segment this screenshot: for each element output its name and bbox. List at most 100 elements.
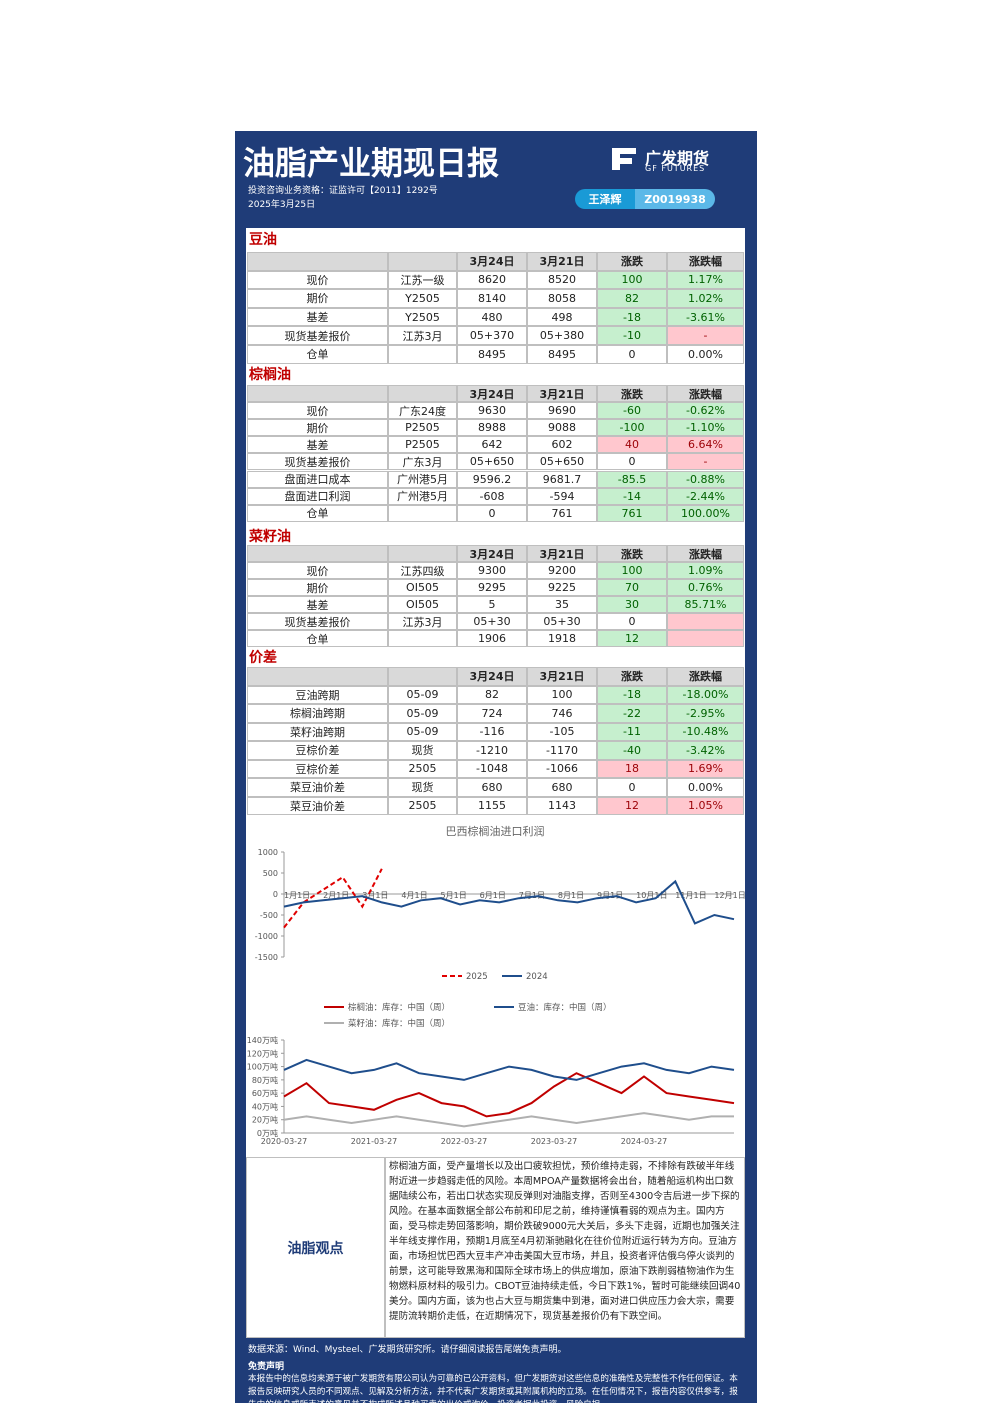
table-cell: -100 [597, 419, 667, 437]
header-cell: 涨跌 [597, 385, 667, 403]
section-title: 棕榈油 [249, 367, 291, 383]
header-cell: 涨跌 [597, 667, 667, 686]
header-cell: 3月21日 [527, 545, 597, 562]
table-cell: 基差 [247, 596, 388, 613]
table-cell: -10 [597, 326, 667, 345]
disclaimer-title: 免责声明 [248, 1362, 285, 1372]
header-cell [388, 385, 457, 403]
table-cell: 05+370 [457, 326, 527, 345]
header-cell [247, 545, 388, 562]
table-cell: 1906 [457, 630, 527, 647]
table-cell: 广州港5月 [388, 487, 457, 505]
table-cell: 期价 [247, 289, 388, 308]
table-cell: OI505 [388, 596, 457, 613]
logo-cn: 广发期货 [645, 149, 710, 168]
table-cell: 基差 [247, 436, 388, 454]
table-cell: 菜籽油跨期 [247, 722, 388, 741]
header-cell [388, 252, 457, 271]
view-label: 油脂观点 [246, 1157, 385, 1338]
table-cell: 761 [527, 504, 597, 522]
y-tick-label: -1500 [255, 953, 278, 962]
y-tick-label: 100万吨 [247, 1062, 278, 1072]
table-cell: 8620 [457, 270, 527, 290]
x-tick-label: 2021-03-27 [351, 1137, 398, 1146]
table-cell: -3.42% [667, 741, 744, 760]
x-tick-label: 2023-03-27 [531, 1137, 578, 1146]
table-cell: 1.69% [667, 759, 744, 778]
table-cell: 05+380 [527, 326, 597, 345]
table-cell: -11 [597, 722, 667, 741]
header-cell: 3月24日 [457, 545, 527, 562]
table-cell: 82 [597, 289, 667, 308]
table-cell: 0 [597, 453, 667, 471]
series-line [283, 1072, 735, 1118]
table-cell: 菜豆油价差 [247, 778, 388, 797]
table-cell: 现货基差报价 [247, 613, 388, 630]
header-cell: 涨跌 [597, 252, 667, 271]
header-cell: 3月21日 [527, 667, 597, 686]
table-cell: -594 [527, 487, 597, 505]
disclaimer-text: 本报告中的信息均来源于被广发期货有限公司认为可靠的已公开资料，但广发期货对这些信… [248, 1374, 738, 1403]
table-cell: 70 [597, 579, 667, 596]
table-cell: 仓单 [247, 345, 388, 364]
x-tick-label: 4月1日 [401, 891, 427, 900]
series-line [283, 879, 735, 925]
source: 数据来源：Wind、Mysteel、广发期货研究所。请仔细阅读报告尾端免责声明。 [248, 1345, 567, 1355]
table-cell: 现货 [388, 741, 457, 760]
table-cell: -18 [597, 307, 667, 327]
header-cell: 3月24日 [457, 385, 527, 403]
table-cell: 05+30 [527, 613, 597, 630]
table-cell: 8058 [527, 289, 597, 308]
x-tick-label: 5月1日 [441, 891, 467, 900]
table-cell: 05-09 [388, 685, 457, 704]
table-cell: -10.48% [667, 722, 744, 741]
table-cell: 85.71% [667, 596, 744, 613]
table-cell: 盘面进口成本 [247, 470, 388, 488]
table-cell: 05+650 [527, 453, 597, 471]
table-cell: -1048 [457, 759, 527, 778]
title: 油脂产业期现日报 [243, 144, 500, 182]
table-cell: -1170 [527, 741, 597, 760]
series-line [283, 1112, 734, 1128]
header-cell: 涨跌幅 [667, 545, 744, 562]
table-cell: -18 [597, 685, 667, 704]
y-tick-label: 0万吨 [257, 1128, 278, 1138]
table-cell: 9630 [457, 402, 527, 420]
table-cell: -60 [597, 402, 667, 420]
table-cell: 05-09 [388, 704, 457, 723]
header-cell [247, 385, 388, 403]
y-tick-label: 140万吨 [247, 1035, 278, 1045]
header-cell: 3月21日 [527, 385, 597, 403]
table-cell: 期价 [247, 419, 388, 437]
y-tick-label: 120万吨 [247, 1048, 278, 1058]
table-cell: 05-09 [388, 722, 457, 741]
table-cell: 18 [597, 759, 667, 778]
table-cell: 6.64% [667, 436, 744, 454]
table-cell: 0 [597, 345, 667, 364]
x-tick-label: 2022-03-27 [441, 1137, 488, 1146]
table-cell: 现价 [247, 562, 388, 579]
table-cell: 江苏四级 [388, 562, 457, 579]
table-cell: 1155 [457, 796, 527, 815]
table-cell: 12 [597, 630, 667, 647]
table-cell [667, 630, 744, 647]
section-title: 价差 [249, 650, 277, 666]
table-cell: 9681.7 [527, 470, 597, 488]
table-cell: 0 [597, 778, 667, 797]
legend-label: 豆油：库存：中国（周） [518, 1002, 612, 1013]
table-cell: 35 [527, 596, 597, 613]
table-cell: 1.02% [667, 289, 744, 308]
legend-label: 2025 [466, 972, 488, 982]
table-cell [388, 504, 457, 522]
table-cell: 现货基差报价 [247, 453, 388, 471]
chart: 巴西棕榈油进口利润 1000 500 0 -500 -1000 -1500 1月1日 2月1日 3… [246, 818, 745, 990]
table-cell: -1.10% [667, 419, 744, 437]
table-cell: 棕榈油跨期 [247, 704, 388, 723]
analyst-id: Z0019938 [635, 189, 715, 209]
legend-label: 2024 [526, 972, 548, 982]
logo-shape [612, 148, 636, 170]
table-cell: 0.76% [667, 579, 744, 596]
table-cell: 498 [527, 307, 597, 327]
table-cell: -1210 [457, 741, 527, 760]
table-cell: 12 [597, 796, 667, 815]
